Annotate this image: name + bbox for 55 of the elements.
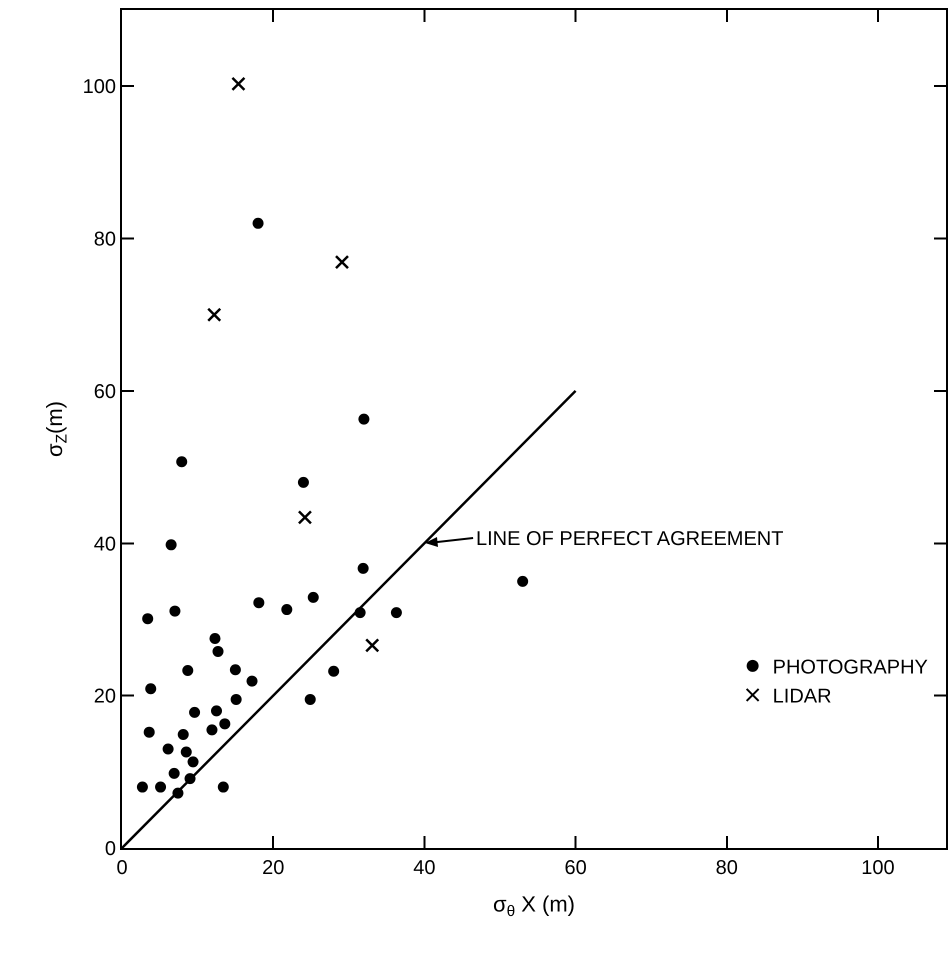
x-tick-label: 40 [413, 857, 436, 879]
point [142, 613, 154, 624]
point [304, 694, 316, 705]
point [211, 705, 222, 716]
point [188, 756, 199, 768]
point [206, 724, 218, 736]
y-tick-label: 60 [94, 380, 116, 403]
y-tick-label: 80 [94, 228, 116, 251]
point [178, 728, 189, 740]
point [189, 706, 200, 718]
legend-label: LIDAR [772, 686, 832, 708]
point [358, 562, 369, 574]
y-tick-label: 40 [94, 533, 116, 556]
point [364, 638, 380, 653]
point [358, 414, 370, 425]
point [219, 718, 230, 730]
y-tick-label: 100 [82, 76, 116, 98]
y-tick-label: 20 [94, 686, 116, 708]
point [212, 646, 224, 657]
point [162, 743, 174, 754]
x-tick-label: 20 [262, 857, 284, 879]
point [168, 768, 180, 779]
point [209, 633, 220, 644]
point [230, 664, 241, 676]
point [517, 576, 528, 587]
point [298, 510, 312, 525]
point [246, 676, 258, 687]
x-axis-title: σ$_{θ}$ X (m) [492, 891, 576, 920]
point [144, 726, 155, 738]
point [308, 592, 319, 603]
y-tick-label: 0 [104, 838, 116, 860]
point [231, 76, 246, 92]
point [281, 604, 292, 616]
point [206, 307, 222, 322]
point [169, 606, 180, 617]
point [182, 665, 194, 676]
x-tick-label: 80 [716, 857, 738, 879]
point [145, 683, 156, 694]
point [218, 782, 229, 793]
x-tick-label: 100 [861, 857, 895, 879]
annotation: LINE OF PERFECT AGREEMENT [476, 528, 784, 550]
point [230, 694, 242, 705]
point [180, 746, 192, 758]
point [155, 782, 166, 793]
legend-label: PHOTOGRAPHY [772, 656, 928, 679]
point [334, 254, 350, 270]
point [390, 607, 402, 618]
point [176, 456, 188, 468]
point [166, 539, 177, 550]
point [252, 218, 264, 229]
x-tick-label: 60 [564, 857, 587, 879]
point [328, 666, 340, 677]
point [136, 782, 148, 793]
point [298, 476, 309, 488]
point [253, 597, 264, 608]
